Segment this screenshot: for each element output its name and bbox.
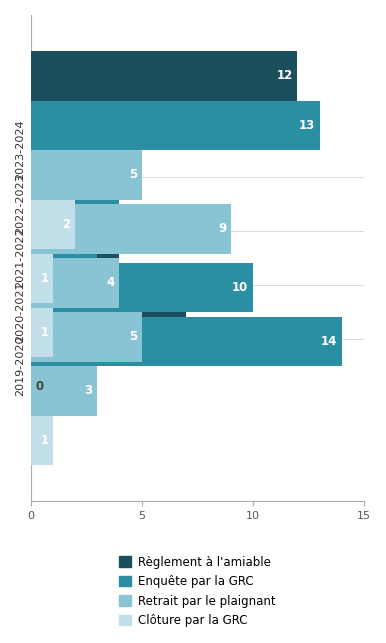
Bar <box>30 312 142 361</box>
Bar <box>30 154 120 204</box>
Text: 5: 5 <box>129 331 137 343</box>
Text: 9: 9 <box>218 222 226 235</box>
Bar <box>30 262 253 312</box>
Text: 4: 4 <box>107 231 115 244</box>
Legend: Règlement à l'amiable, Enquête par la GRC, Retrait par le plaignant, Clôture par: Règlement à l'amiable, Enquête par la GR… <box>119 556 276 627</box>
Bar <box>30 105 142 154</box>
Text: 10: 10 <box>232 281 249 294</box>
Bar <box>30 159 120 208</box>
Bar <box>30 307 53 357</box>
Bar <box>30 213 120 262</box>
Text: 1: 1 <box>40 272 48 285</box>
Text: 0: 0 <box>35 380 43 393</box>
Bar <box>30 100 320 150</box>
Text: 1: 1 <box>40 326 48 339</box>
Bar <box>30 199 75 249</box>
Text: 13: 13 <box>299 119 315 132</box>
Bar <box>30 253 53 303</box>
Text: 7: 7 <box>174 285 182 298</box>
Text: 4: 4 <box>107 173 115 186</box>
Bar <box>30 258 120 307</box>
Bar <box>30 316 342 366</box>
Bar <box>30 204 230 253</box>
Text: 2: 2 <box>63 218 71 231</box>
Text: 4: 4 <box>107 276 115 289</box>
Bar <box>30 267 186 316</box>
Text: 4: 4 <box>107 177 115 190</box>
Text: 5: 5 <box>129 123 137 136</box>
Text: 1: 1 <box>40 434 48 447</box>
Bar <box>30 208 97 258</box>
Bar <box>30 150 142 199</box>
Bar <box>30 51 297 100</box>
Text: 3: 3 <box>85 227 93 240</box>
Text: 5: 5 <box>129 168 137 181</box>
Text: 12: 12 <box>277 69 293 82</box>
Text: 14: 14 <box>321 335 337 348</box>
Text: 3: 3 <box>85 385 93 397</box>
Bar <box>30 415 53 465</box>
Bar <box>30 366 97 415</box>
